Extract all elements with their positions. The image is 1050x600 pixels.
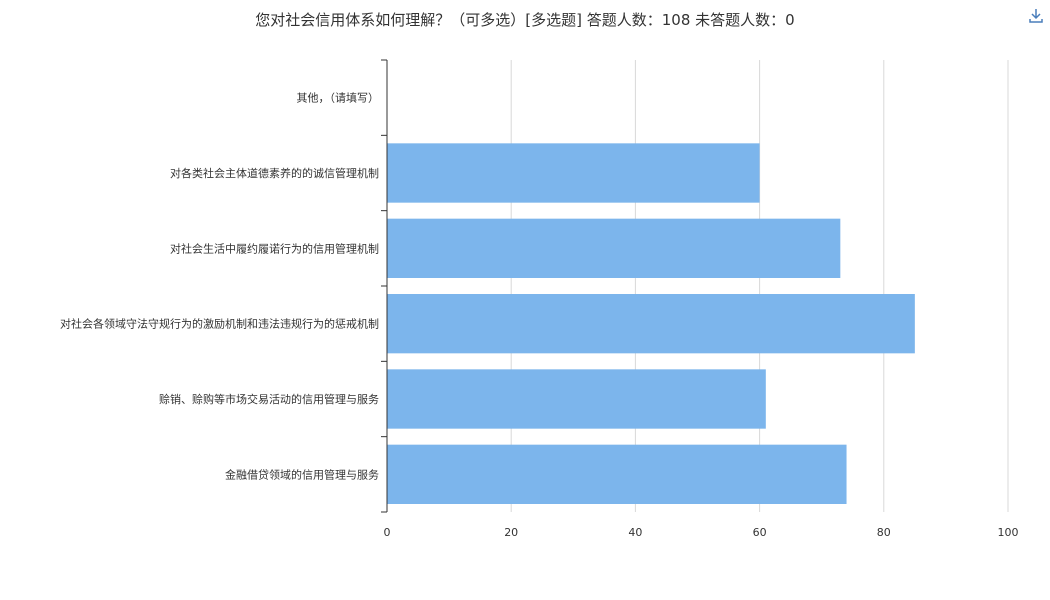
- x-tick-label: 80: [877, 526, 891, 539]
- category-label: 对社会各领域守法守规行为的激励机制和违法违规行为的惩戒机制: [60, 317, 379, 331]
- x-tick-label: 0: [384, 526, 391, 539]
- category-label: 金融借贷领域的信用管理与服务: [225, 467, 379, 481]
- category-label: 对各类社会主体道德素养的的诚信管理机制: [170, 166, 379, 180]
- download-icon[interactable]: [1026, 6, 1046, 26]
- bars: [387, 143, 915, 504]
- bar: [387, 444, 847, 504]
- category-label: 其他，（请填写）: [297, 91, 380, 105]
- x-tick-label: 40: [628, 526, 642, 539]
- bar: [387, 143, 760, 203]
- x-tick-label: 60: [753, 526, 767, 539]
- x-tick-label: 20: [504, 526, 518, 539]
- bar: [387, 218, 841, 278]
- chart-title: 您对社会信用体系如何理解？（可多选）[多选题] 答题人数：108 未答题人数：0: [255, 11, 795, 29]
- category-label: 赊销、赊购等市场交易活动的信用管理与服务: [159, 392, 379, 406]
- gridlines: [510, 60, 1009, 512]
- bar: [387, 369, 766, 429]
- x-tick-label: 100: [998, 526, 1019, 539]
- tick-labels: 0 20 40 60 80 100: [384, 526, 1019, 539]
- axes: [381, 59, 388, 513]
- bar: [387, 294, 915, 354]
- category-label: 对社会生活中履约履诺行为的信用管理机制: [170, 241, 379, 255]
- category-labels: 其他，（请填写） 对各类社会主体道德素养的的诚信管理机制对社会生活中履约履诺行为的…: [60, 91, 379, 482]
